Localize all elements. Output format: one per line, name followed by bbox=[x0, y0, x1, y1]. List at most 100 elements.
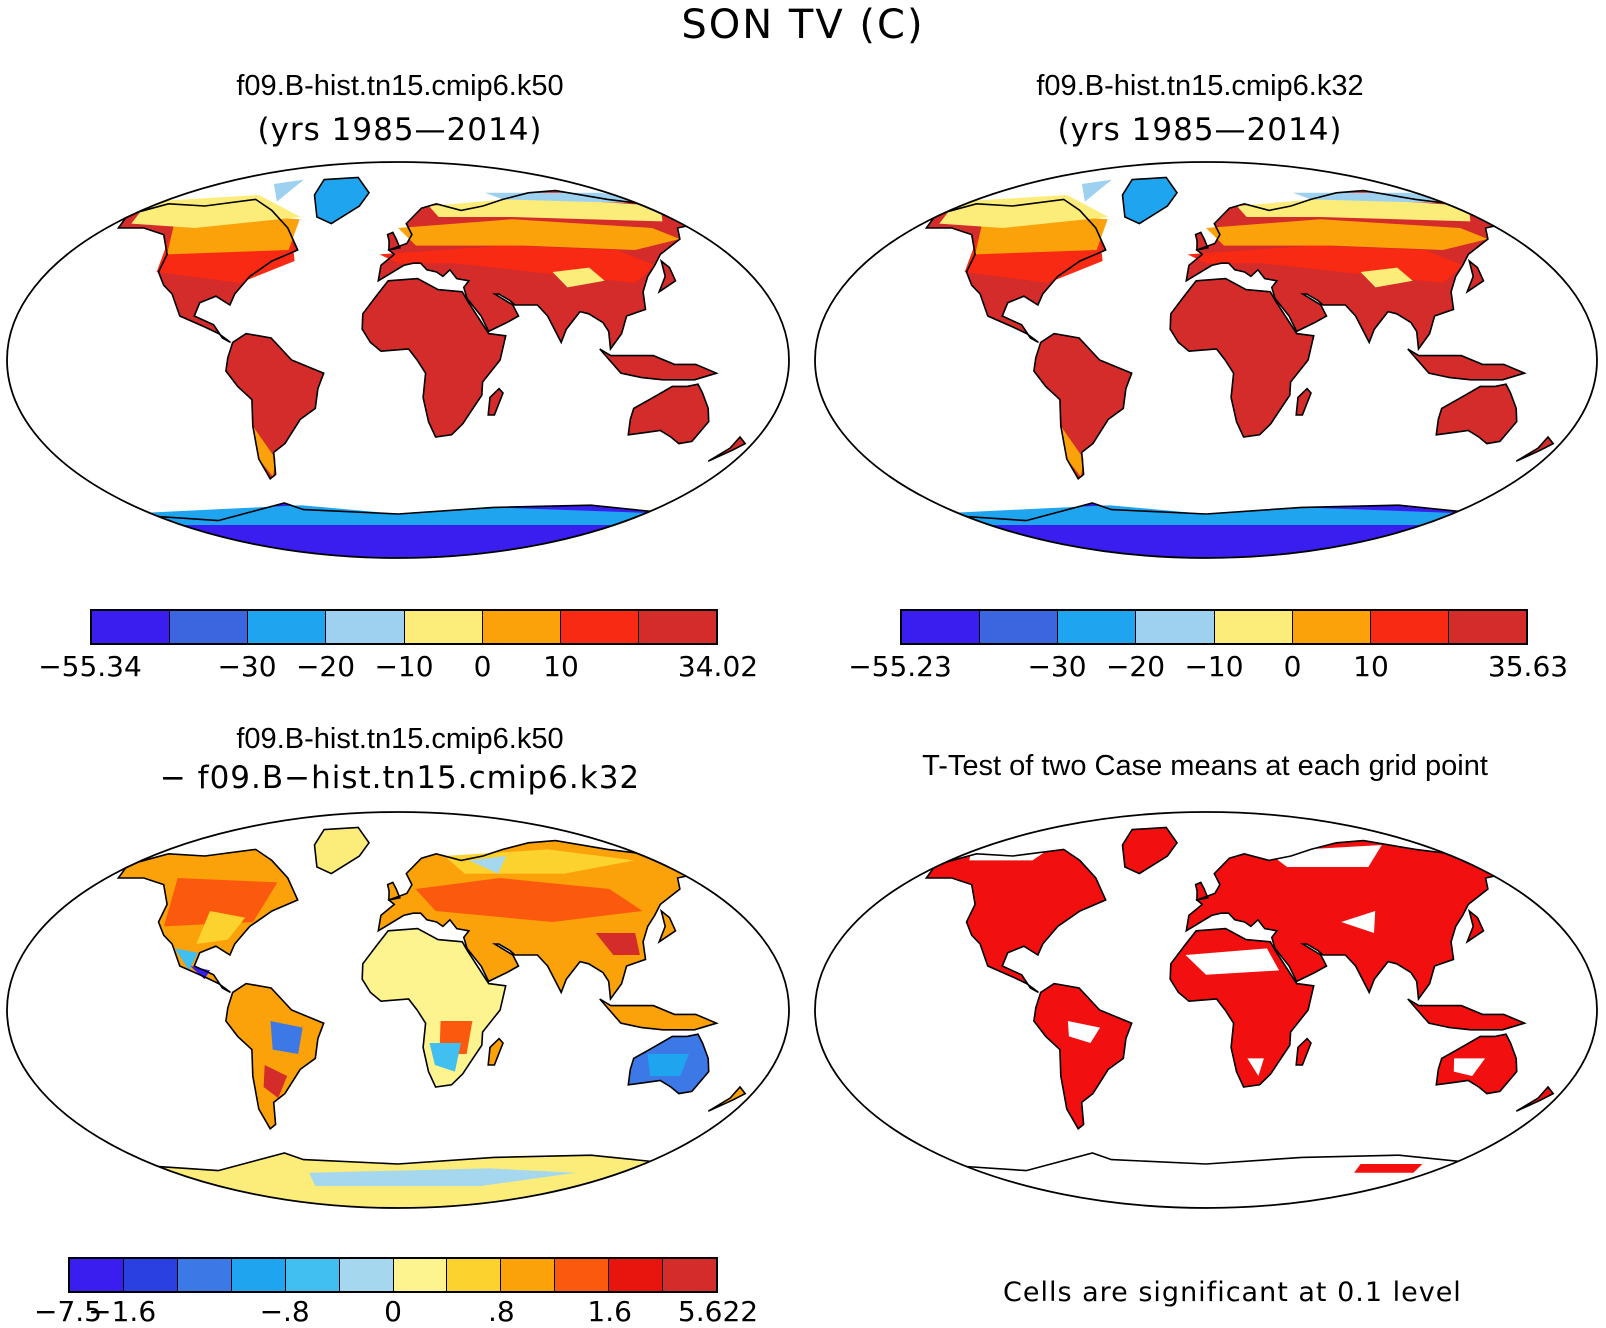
colorbar-cell bbox=[1292, 611, 1371, 643]
colorbar-tick-label: −55.23 bbox=[848, 650, 952, 683]
difference-zone bbox=[174, 948, 198, 971]
coastline bbox=[1295, 387, 1312, 416]
landmass-samerica bbox=[225, 983, 324, 1129]
non-significant-area bbox=[1067, 1021, 1100, 1043]
colorbar-tick-label: −10 bbox=[374, 650, 434, 683]
landmass-indonesia bbox=[1407, 999, 1525, 1030]
colorbar-cell bbox=[1214, 611, 1293, 643]
colorbar-tick-label: 10 bbox=[543, 650, 579, 683]
colorbar-tick-label: −20 bbox=[295, 650, 356, 683]
coastline bbox=[1121, 176, 1178, 225]
landmass-greenland bbox=[314, 827, 369, 874]
colorbar-tick-label: 34.02 bbox=[677, 650, 759, 683]
coastline bbox=[599, 998, 719, 1031]
panel2-title: f09.B-hist.tn15.cmip6.k32 bbox=[1036, 70, 1364, 102]
coastline bbox=[386, 881, 401, 901]
coastline bbox=[1407, 998, 1527, 1031]
landmass-greenland bbox=[314, 177, 369, 224]
globe-outline bbox=[814, 811, 1598, 1209]
panel3-title: f09.B-hist.tn15.cmip6.k50 bbox=[236, 723, 564, 755]
landmass-uk bbox=[1195, 232, 1208, 250]
coastline bbox=[1465, 908, 1485, 944]
coastline bbox=[657, 908, 677, 944]
coastline bbox=[487, 387, 504, 416]
difference-zone bbox=[164, 878, 278, 927]
landmass-indonesia bbox=[599, 349, 717, 380]
colorbar-cell bbox=[560, 611, 639, 643]
panel1-colorbar bbox=[90, 609, 718, 645]
colorbar-cell bbox=[663, 1259, 717, 1291]
coastline bbox=[1194, 231, 1209, 251]
panel1-subtitle: (yrs 1985—2014) bbox=[257, 112, 543, 148]
colorbar-tick-label: −7.5 bbox=[34, 1295, 102, 1328]
difference-zone bbox=[270, 1021, 303, 1054]
globe-outline bbox=[814, 161, 1598, 559]
colorbar-tick-label: −20 bbox=[1105, 650, 1166, 683]
landmass-indonesia bbox=[1407, 349, 1525, 380]
colorbar-cell bbox=[902, 611, 981, 643]
landmass-nz bbox=[1516, 437, 1554, 462]
coastline bbox=[1185, 839, 1508, 1002]
globe-outline bbox=[6, 811, 790, 1209]
colorbar-cell bbox=[231, 1259, 286, 1291]
globe-outline bbox=[6, 161, 790, 559]
non-significant-area bbox=[1453, 1058, 1486, 1076]
coastline bbox=[225, 982, 325, 1131]
landmass-namerica bbox=[926, 849, 1106, 993]
panel3-subtitle: − f09.B−hist.tn15.cmip6.k32 bbox=[159, 760, 641, 796]
colorbar-cell bbox=[326, 611, 405, 643]
panel2-colorbar bbox=[900, 609, 1528, 645]
panel1-map bbox=[6, 161, 790, 559]
temperature-zone bbox=[939, 195, 1109, 228]
landmass-madagascar bbox=[1296, 388, 1311, 415]
difference-zone bbox=[309, 1168, 576, 1186]
colorbar-cell bbox=[339, 1259, 394, 1291]
coastline bbox=[313, 176, 370, 225]
temperature-zone bbox=[428, 197, 663, 222]
landmass-uk bbox=[387, 882, 400, 900]
colorbar-cell bbox=[393, 1259, 448, 1291]
panel4-map bbox=[814, 811, 1598, 1209]
colorbar-cell bbox=[177, 1259, 232, 1291]
coastline bbox=[313, 826, 370, 875]
temperature-zone bbox=[1081, 179, 1112, 202]
landmass-australia bbox=[1436, 384, 1517, 444]
coastline bbox=[707, 435, 747, 462]
coastline bbox=[116, 502, 679, 558]
coastline bbox=[377, 839, 700, 1002]
non-significant-area bbox=[1247, 1058, 1264, 1076]
landmass-madagascar bbox=[1296, 1038, 1311, 1065]
coastline bbox=[924, 198, 1107, 344]
landmass-samerica bbox=[1033, 983, 1132, 1129]
colorbar-cell bbox=[123, 1259, 178, 1291]
temperature-zone bbox=[1060, 426, 1084, 477]
colorbar-cell bbox=[248, 611, 327, 643]
temperature-zone bbox=[252, 426, 276, 477]
landmass-madagascar bbox=[488, 1038, 503, 1065]
colorbar-tick-label: −1.6 bbox=[88, 1295, 157, 1328]
coastline bbox=[116, 198, 299, 344]
coastline bbox=[361, 927, 507, 1088]
temperature-zone bbox=[1236, 197, 1471, 222]
temperature-zone bbox=[1360, 267, 1413, 288]
colorbar-cell bbox=[1058, 611, 1137, 643]
colorbar-tick-label: −55.34 bbox=[38, 650, 142, 683]
difference-zone bbox=[196, 911, 246, 944]
landmass-greenland bbox=[1122, 177, 1177, 224]
difference-zone bbox=[263, 1065, 288, 1098]
colorbar-cell bbox=[170, 611, 249, 643]
landmass-greenland bbox=[1122, 827, 1177, 874]
coastline bbox=[225, 332, 325, 481]
temperature-zone bbox=[273, 179, 304, 202]
colorbar-tick-label: 5.622 bbox=[677, 1295, 759, 1328]
landmass-australia bbox=[628, 384, 709, 444]
colorbar-cell bbox=[404, 611, 483, 643]
coastline bbox=[1169, 277, 1315, 438]
coastline bbox=[627, 1033, 710, 1095]
landmass-africa bbox=[362, 278, 506, 437]
coastline bbox=[599, 348, 719, 381]
temperature-zone bbox=[552, 267, 605, 288]
panel3-colorbar bbox=[68, 1257, 718, 1293]
landmass-africa bbox=[1170, 278, 1314, 437]
panel3-map bbox=[6, 811, 790, 1209]
